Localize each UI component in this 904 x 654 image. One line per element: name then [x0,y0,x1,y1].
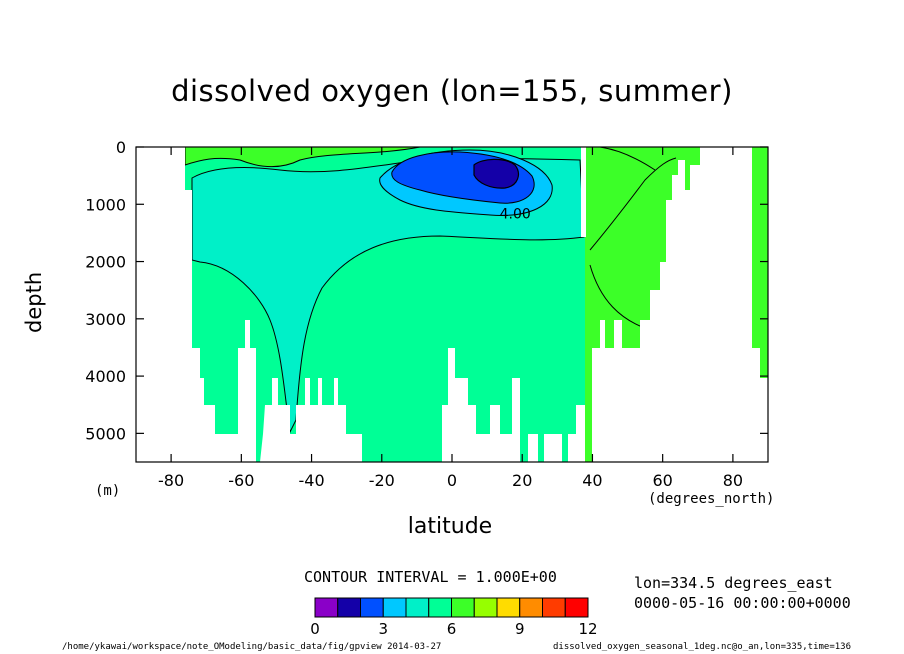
y-tick-label: 3000 [85,310,126,329]
region-surface-layer [184,147,421,168]
y-tick-label: 1000 [85,195,126,214]
mask-northern-slope [568,405,585,462]
mask-southern-slope [192,320,256,462]
y-axis-unit: (m) [95,483,121,499]
y-tick-label: 0 [116,138,126,157]
x-axis-label: latitude [0,514,904,539]
contour-interval-label: CONTOUR INTERVAL = 1.000E+00 [304,568,557,586]
x-axis-unit: (degrees_north) [648,491,775,507]
colorbar-tick-label: 9 [515,620,525,638]
time-info: 0000-05-16 00:00:00+0000 [634,594,851,612]
colorbar-tick-label: 6 [447,620,457,638]
region-intermediate-water [191,158,585,434]
x-axis-label-text: latitude [407,514,493,539]
y-tick-label: 2000 [85,253,126,272]
colorbar-swatch [519,597,543,618]
longitude-info: lon=334.5 degrees_east [634,574,833,592]
colorbar-swatch [337,597,361,618]
x-tick-label: 60 [652,471,672,490]
x-axis-ticks: -80 -60 -40 -20 0 20 40 60 80 [158,147,743,490]
mask-southern-ridge [260,378,362,462]
y-axis-ticks: 0 1000 2000 3000 4000 5000 [85,138,768,443]
colorbar-swatch [405,597,430,618]
mask-equatorial-seamounts [442,348,520,462]
contour-line-north-1 [589,157,677,251]
x-tick-label: 40 [582,471,602,490]
topography-mask [136,147,768,462]
colorbar: 0 3 6 9 12 [310,597,598,638]
colorbar-swatch [473,597,498,618]
region-oxygen-minimum-core [473,158,519,189]
colorbar-swatch [428,597,452,618]
mask-north-basin [592,147,768,462]
x-tick-label: 80 [723,471,743,490]
chart-title: dissolved oxygen (lon=155, summer) [171,74,733,108]
footer-path: /home/ykawai/workspace/note_OModeling/ba… [62,642,442,652]
contour-label: 4.00 [500,207,531,223]
heatmap-field [136,147,768,462]
colorbar-tick-label: 0 [310,620,320,638]
colorbar-swatch [451,597,475,618]
x-tick-label: 0 [447,471,457,490]
colorbar-swatch [564,597,589,618]
mask-left-wall [185,190,192,462]
y-tick-label: 5000 [85,424,126,443]
footer-source: dissolved_oxygen_seasonal_1deg.nc@o_an,l… [553,642,852,652]
y-tick-label: 4000 [85,367,126,386]
x-tick-label: -60 [228,471,254,490]
x-tick-label: 20 [512,471,532,490]
colorbar-swatch [314,597,339,618]
colorbar-swatch [382,597,407,618]
mask-trench [528,434,562,462]
x-tick-label: -20 [369,471,395,490]
colorbar-swatch [496,597,521,618]
contour-line-north-3 [599,147,656,171]
mask-antarctica [136,147,185,462]
colorbar-swatch [360,597,384,618]
mask-gap-line [581,147,586,237]
colorbar-tick-label: 12 [578,620,597,638]
x-tick-label: -40 [298,471,324,490]
colorbar-swatch [542,597,566,618]
x-tick-label: -80 [158,471,184,490]
colorbar-tick-label: 3 [378,620,388,638]
contour-label-group: 4.00 [500,207,531,223]
